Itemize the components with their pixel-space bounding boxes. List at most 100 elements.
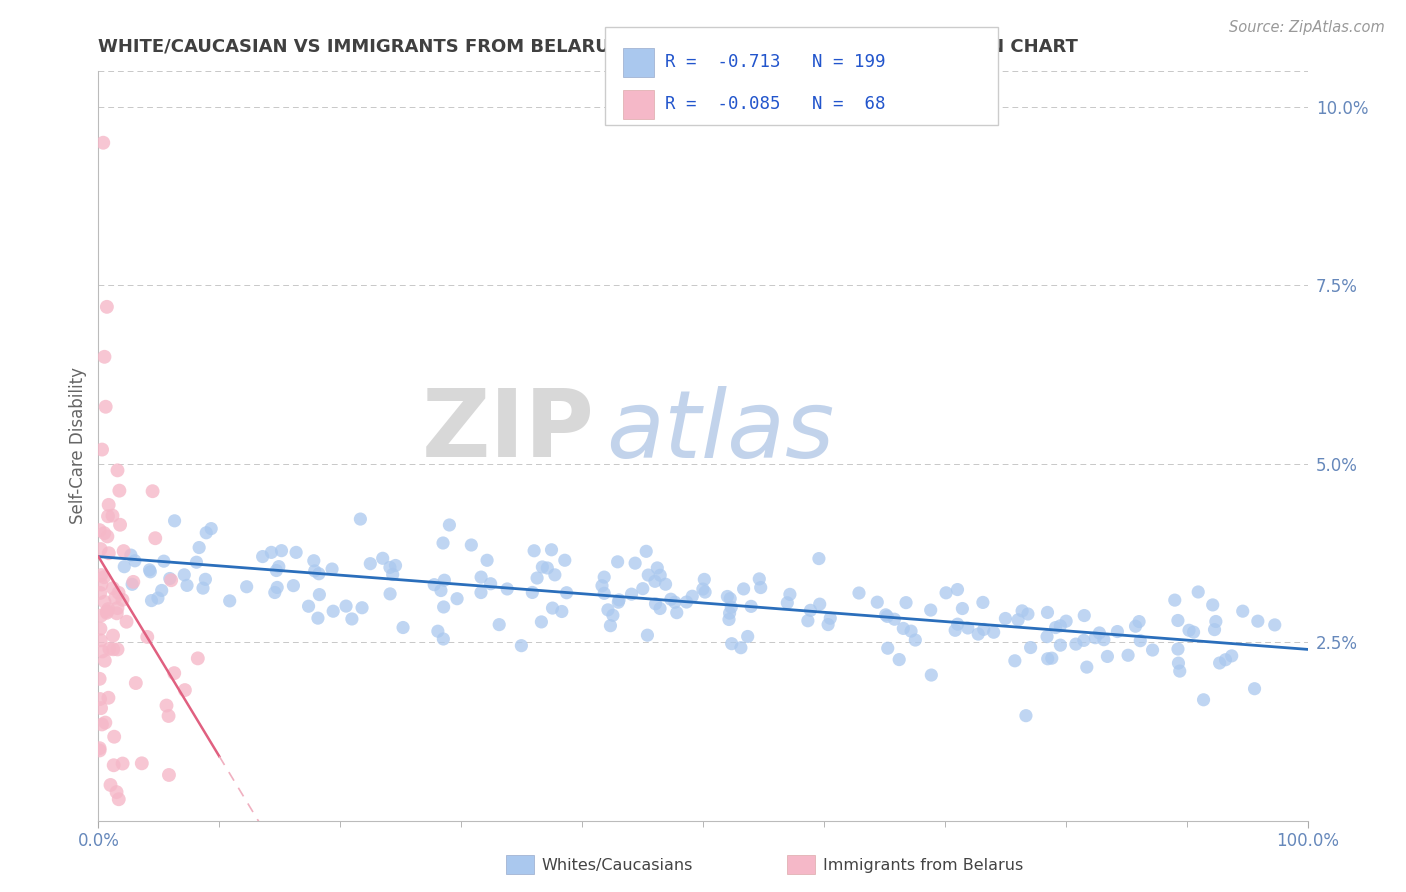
Point bbox=[599, 618, 621, 632]
Point bbox=[139, 565, 162, 579]
Point bbox=[645, 561, 668, 575]
Point bbox=[176, 578, 198, 592]
Point bbox=[1116, 648, 1139, 663]
Point bbox=[1168, 664, 1191, 678]
Point bbox=[107, 586, 129, 600]
Point bbox=[111, 756, 134, 771]
Point bbox=[378, 560, 401, 574]
Point bbox=[496, 582, 519, 596]
Point bbox=[522, 585, 544, 599]
Point bbox=[120, 548, 142, 562]
Point bbox=[1208, 656, 1230, 670]
Point bbox=[378, 587, 401, 601]
Point bbox=[664, 595, 686, 609]
Point bbox=[636, 544, 658, 558]
Point bbox=[818, 611, 841, 625]
Point bbox=[89, 692, 111, 706]
Point bbox=[94, 654, 117, 668]
Point bbox=[900, 624, 922, 639]
Point bbox=[994, 611, 1017, 625]
Point bbox=[1064, 637, 1087, 651]
Point bbox=[967, 627, 990, 641]
Point bbox=[620, 587, 643, 601]
Point bbox=[131, 756, 153, 771]
Point bbox=[1036, 630, 1059, 644]
Point bbox=[125, 676, 148, 690]
Point bbox=[297, 599, 319, 614]
Point bbox=[606, 555, 628, 569]
Point bbox=[1004, 654, 1026, 668]
Point bbox=[1232, 604, 1254, 618]
Point bbox=[602, 608, 624, 623]
Point bbox=[648, 601, 671, 615]
Point bbox=[1202, 598, 1225, 612]
Point bbox=[889, 652, 911, 666]
Point bbox=[270, 543, 292, 558]
Point bbox=[797, 614, 820, 628]
Point bbox=[1187, 585, 1209, 599]
Point bbox=[112, 559, 135, 574]
Point bbox=[266, 581, 288, 595]
Point bbox=[136, 630, 159, 644]
Point bbox=[636, 628, 658, 642]
Point bbox=[150, 583, 173, 598]
Point bbox=[749, 581, 772, 595]
Point bbox=[423, 577, 446, 591]
Point bbox=[876, 641, 898, 656]
Point bbox=[302, 554, 325, 568]
Point bbox=[776, 596, 799, 610]
Point bbox=[96, 606, 118, 620]
Point bbox=[1125, 619, 1147, 633]
Point bbox=[98, 641, 121, 656]
Point bbox=[235, 580, 257, 594]
Y-axis label: Self-Care Disability: Self-Care Disability bbox=[69, 368, 87, 524]
Point bbox=[1192, 693, 1215, 707]
Point bbox=[720, 637, 742, 651]
Point bbox=[946, 582, 969, 597]
Point bbox=[737, 630, 759, 644]
Point bbox=[1264, 618, 1286, 632]
Point bbox=[115, 615, 138, 629]
Point bbox=[1088, 626, 1111, 640]
Point bbox=[551, 605, 574, 619]
Point bbox=[1129, 633, 1152, 648]
Point bbox=[720, 600, 742, 615]
Point bbox=[89, 523, 111, 537]
Point bbox=[426, 624, 449, 639]
Point bbox=[93, 350, 115, 364]
Point bbox=[322, 604, 344, 618]
Point bbox=[384, 558, 406, 573]
Point bbox=[359, 557, 381, 571]
Point bbox=[733, 582, 755, 596]
Point bbox=[94, 715, 117, 730]
Point bbox=[381, 567, 404, 582]
Point bbox=[644, 597, 666, 611]
Point bbox=[1040, 651, 1063, 665]
Point bbox=[693, 585, 716, 599]
Point bbox=[692, 582, 714, 596]
Point bbox=[693, 573, 716, 587]
Point bbox=[191, 581, 214, 595]
Point bbox=[108, 517, 131, 532]
Point bbox=[555, 586, 578, 600]
Point bbox=[142, 484, 165, 499]
Point bbox=[1243, 681, 1265, 696]
Point bbox=[1076, 660, 1098, 674]
Point bbox=[779, 587, 801, 601]
Point bbox=[1054, 614, 1077, 628]
Point bbox=[799, 603, 821, 617]
Point bbox=[121, 577, 143, 591]
Point bbox=[430, 583, 453, 598]
Point bbox=[637, 568, 659, 582]
Point bbox=[146, 591, 169, 605]
Point bbox=[104, 591, 127, 605]
Point bbox=[716, 590, 738, 604]
Point bbox=[1167, 642, 1189, 657]
Point bbox=[124, 554, 146, 568]
Point bbox=[94, 400, 117, 414]
Point bbox=[138, 563, 160, 577]
Point bbox=[163, 666, 186, 681]
Point bbox=[891, 622, 914, 636]
Point bbox=[122, 574, 145, 589]
Point bbox=[1097, 649, 1119, 664]
